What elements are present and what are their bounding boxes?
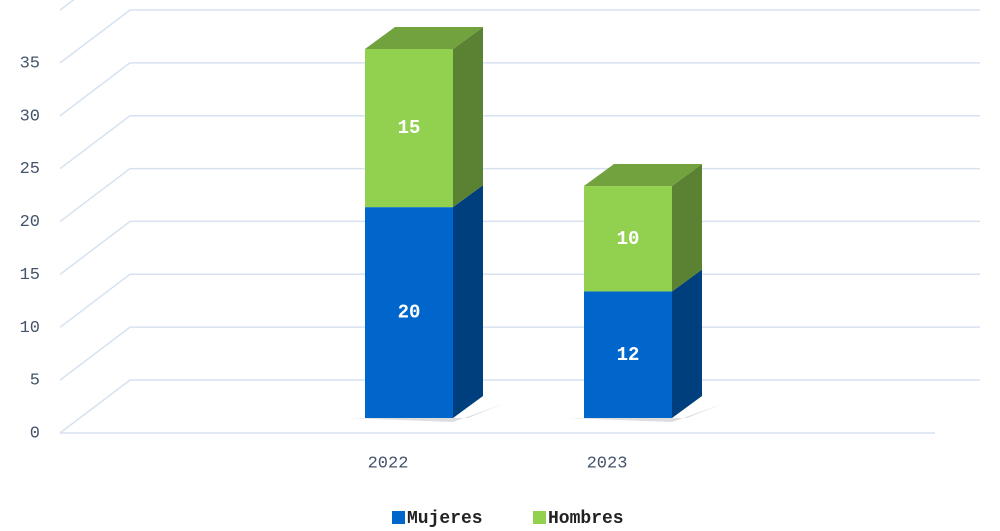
bar-side xyxy=(672,269,702,418)
data-label: 12 xyxy=(617,344,640,366)
bar-shadow xyxy=(350,404,503,422)
bar xyxy=(584,186,672,292)
y-tick-label: 5 xyxy=(30,372,40,391)
data-label: 20 xyxy=(398,302,421,324)
grid-line xyxy=(59,0,75,11)
legend-swatch xyxy=(392,511,405,524)
grid-line xyxy=(59,326,980,381)
legend-label: Hombres xyxy=(548,509,624,529)
bar-top xyxy=(365,27,483,49)
y-tick-label: 35 xyxy=(20,54,40,73)
grid-line xyxy=(59,114,980,170)
bar xyxy=(584,291,672,418)
x-tick-label: 2022 xyxy=(368,454,409,473)
bar xyxy=(365,207,453,418)
y-tick-label: 0 xyxy=(30,424,40,443)
grid-line xyxy=(59,379,980,434)
y-tick-label: 30 xyxy=(20,107,40,126)
bar xyxy=(365,49,453,208)
y-tick-label: 25 xyxy=(20,160,40,179)
data-label: 15 xyxy=(398,117,421,139)
grid-line xyxy=(59,220,980,276)
grid-line xyxy=(59,273,980,328)
bar-side xyxy=(672,164,702,292)
grid-line xyxy=(59,9,980,64)
legend-label: Mujeres xyxy=(407,509,483,529)
bar-top xyxy=(584,164,702,187)
y-tick-label: 15 xyxy=(20,266,40,285)
grid-line xyxy=(59,167,980,223)
bar-shadow xyxy=(569,404,722,422)
y-tick-label: 20 xyxy=(20,213,40,232)
grid-line xyxy=(59,62,980,117)
data-label: 10 xyxy=(617,228,640,250)
y-tick-label: 10 xyxy=(20,319,40,338)
legend-swatch xyxy=(533,511,546,524)
x-tick-label: 2023 xyxy=(587,454,628,473)
bar-side xyxy=(453,185,483,418)
bar-side xyxy=(453,27,483,208)
